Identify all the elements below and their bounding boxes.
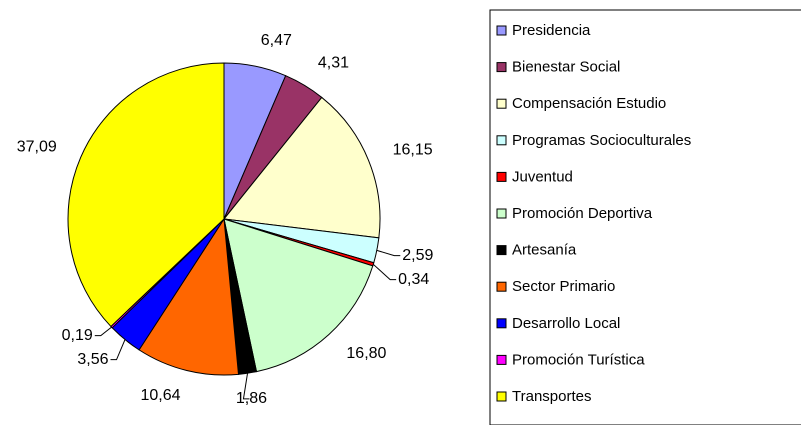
data-label: 37,09: [17, 138, 57, 155]
leader-line: [94, 326, 112, 337]
legend-swatch: [496, 171, 507, 182]
data-label: 16,15: [393, 142, 433, 159]
pie-slice: [223, 218, 374, 373]
data-label: 2,59: [402, 247, 433, 264]
legend-swatch: [496, 281, 507, 292]
legend-swatch: [496, 318, 507, 329]
legend-label: Compensación Estudio: [512, 95, 666, 112]
legend-label: Sector Primario: [512, 278, 615, 295]
data-label: 10,64: [140, 387, 180, 404]
legend-box: [489, 9, 801, 425]
legend-swatch: [496, 135, 507, 146]
data-label: 1,86: [236, 390, 267, 407]
data-label: 16,80: [346, 345, 386, 362]
pie-slice: [138, 217, 240, 376]
leader-line: [110, 339, 126, 361]
leader-line: [376, 249, 401, 257]
legend-label: Transportes: [512, 388, 591, 405]
legend-label: Promoción Turística: [512, 351, 645, 368]
legend-swatch: [496, 98, 507, 109]
legend-label: Artesanía: [512, 242, 577, 259]
legend: Presidencia Bienestar Social Compensación …: [496, 22, 691, 405]
data-label: 6,47: [261, 32, 292, 49]
legend-swatch: [496, 208, 507, 219]
legend-swatch: [496, 354, 507, 365]
legend-swatch: [496, 25, 507, 36]
pie-slice: [67, 62, 225, 328]
legend-label: Juventud: [512, 168, 573, 185]
legend-label: Programas Socioculturales: [512, 132, 691, 149]
legend-label: Bienestar Social: [512, 59, 620, 76]
legend-swatch: [496, 245, 507, 256]
leader-line: [242, 373, 250, 400]
legend-label: Presidencia: [512, 22, 591, 39]
legend-swatch: [496, 62, 507, 73]
legend-label: Promoción Deportiva: [512, 205, 653, 222]
data-label: 4,31: [318, 54, 349, 71]
pie-slice: [223, 96, 381, 239]
leader-line: [372, 263, 397, 281]
data-label: 3,56: [77, 351, 108, 368]
data-label: 0,19: [62, 327, 93, 344]
data-label: 0,34: [398, 271, 429, 288]
legend-label: Desarrollo Local: [512, 315, 620, 332]
legend-swatch: [496, 391, 507, 402]
